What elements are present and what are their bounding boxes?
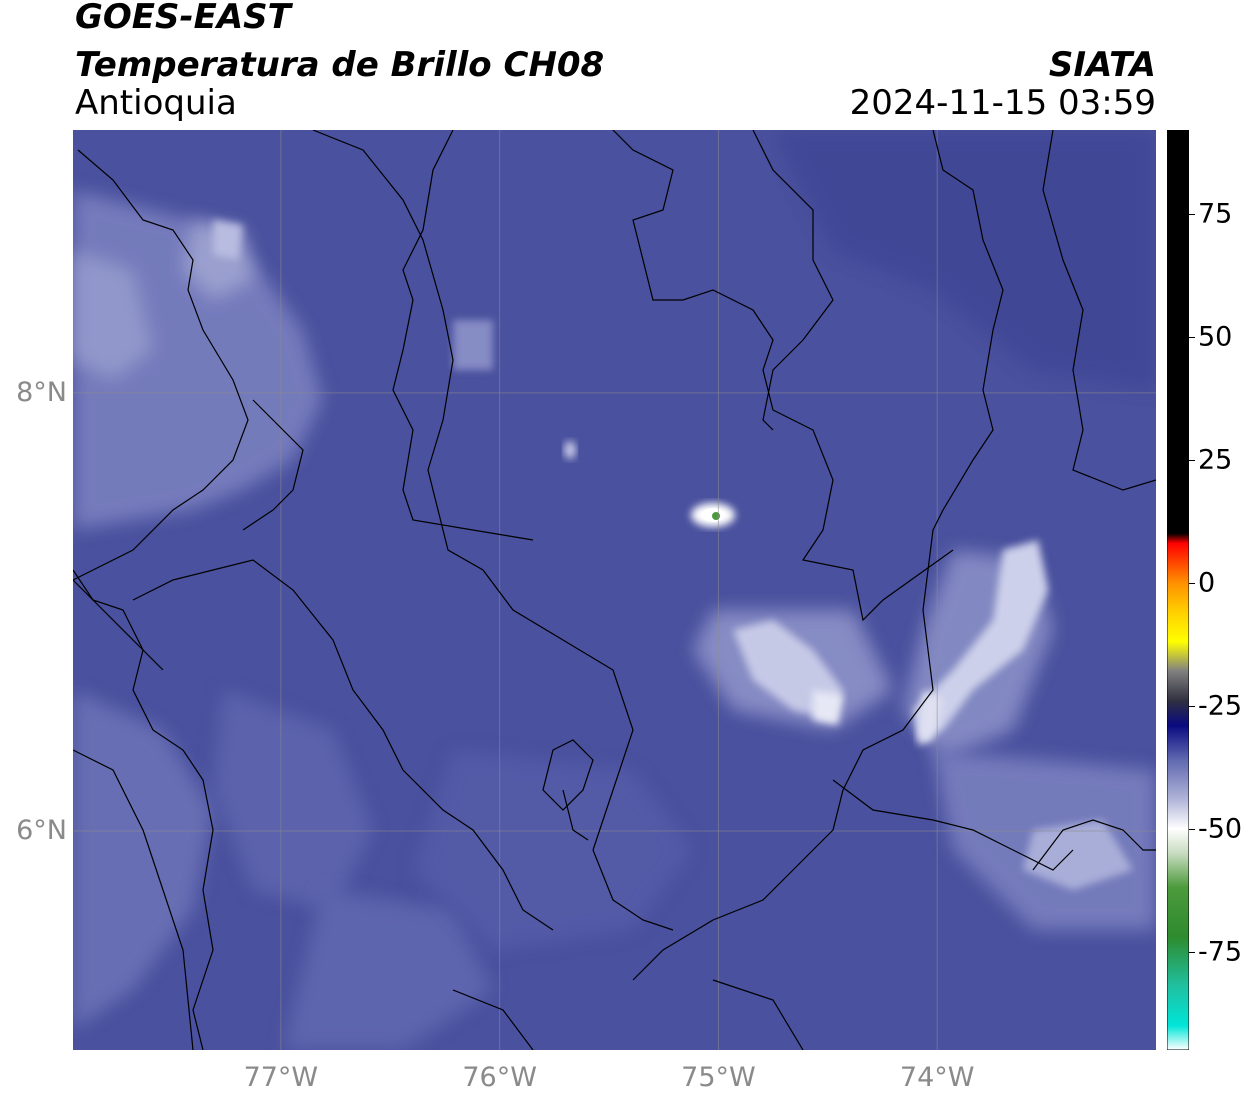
product-title: Temperatura de Brillo CH08 bbox=[75, 45, 605, 85]
colorbar-tick-label: 50 bbox=[1198, 321, 1233, 353]
lon-tick-label: 77°W bbox=[243, 1062, 319, 1093]
boundaries bbox=[73, 130, 1156, 1050]
colorbar-tick bbox=[1189, 213, 1195, 215]
map-canvas bbox=[73, 130, 1156, 1050]
colorbar-tick bbox=[1189, 459, 1195, 461]
colorbar-tick-label: 25 bbox=[1198, 444, 1233, 476]
lon-tick-label: 76°W bbox=[462, 1062, 537, 1093]
datetime-label: 2024-11-15 03:59 bbox=[849, 83, 1156, 123]
colorbar bbox=[1167, 130, 1189, 1050]
colorbar-tick bbox=[1189, 582, 1195, 584]
colorbar-tick bbox=[1189, 336, 1195, 338]
colorbar-tick bbox=[1189, 828, 1195, 830]
colorbar-tick bbox=[1189, 705, 1195, 707]
lat-tick-label: 8°N bbox=[16, 376, 67, 408]
lon-tick-label: 75°W bbox=[681, 1062, 756, 1093]
agency-label: SIATA bbox=[1048, 45, 1156, 85]
lon-tick-label: 74°W bbox=[899, 1062, 975, 1093]
lat-tick-label: 6°N bbox=[16, 814, 67, 846]
region-label: Antioquia bbox=[75, 83, 237, 123]
colorbar-tick-label: 75 bbox=[1198, 198, 1233, 230]
colorbar-tick-label: -50 bbox=[1198, 813, 1243, 845]
satellite-title: GOES-EAST bbox=[75, 0, 291, 37]
colorbar-tick bbox=[1189, 951, 1195, 953]
cloud-features bbox=[213, 220, 1133, 890]
colorbar-tick-label: 0 bbox=[1198, 567, 1216, 599]
satellite-map bbox=[73, 130, 1156, 1050]
colorbar-tick-label: -25 bbox=[1198, 690, 1243, 722]
colorbar-tick-label: -75 bbox=[1198, 936, 1243, 968]
